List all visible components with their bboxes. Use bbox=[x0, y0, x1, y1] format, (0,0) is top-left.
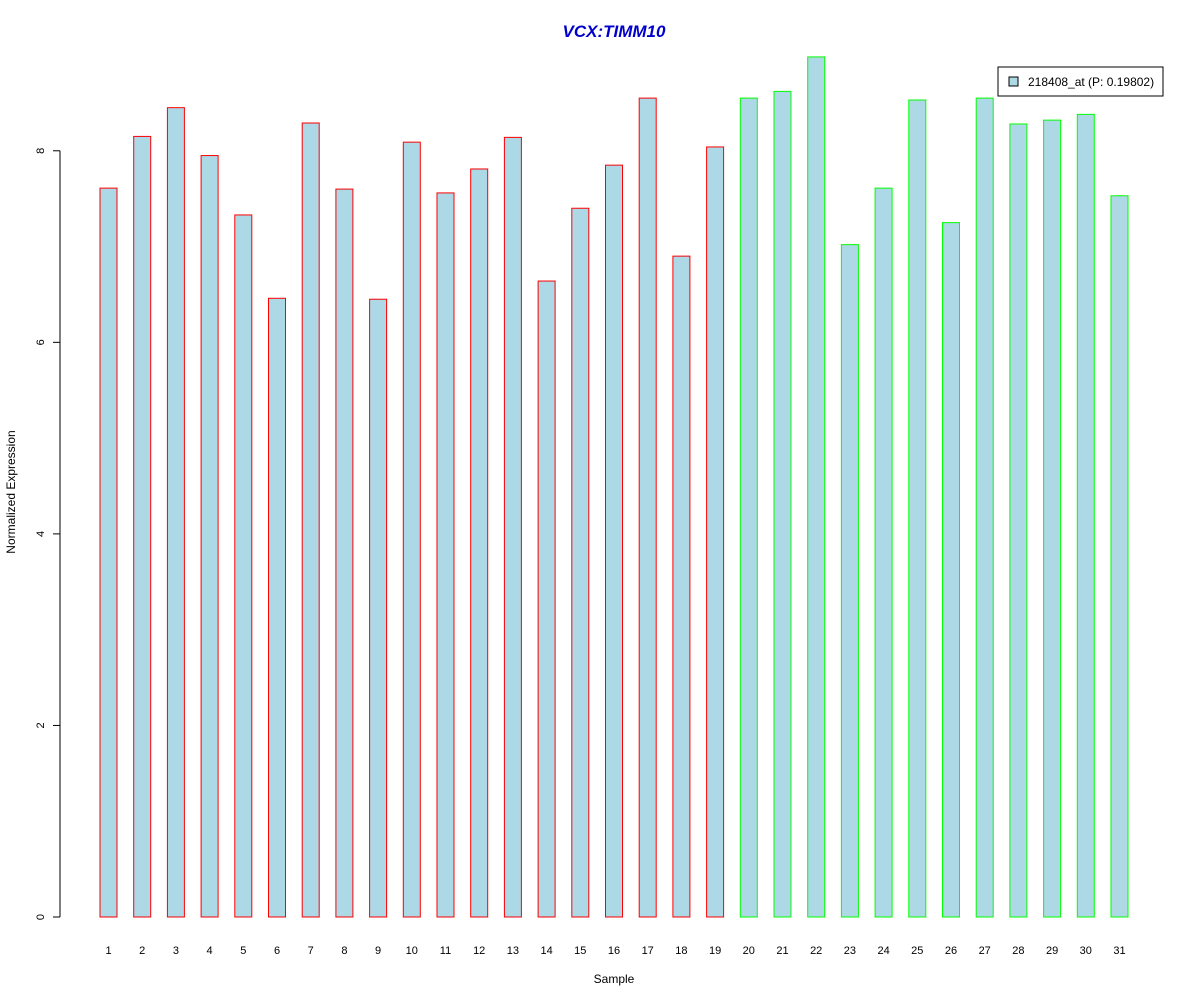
bar-sample-20 bbox=[739, 97, 758, 918]
chart-title: VCX:TIMM10 bbox=[563, 22, 667, 41]
x-tick-label: 13 bbox=[507, 945, 519, 957]
bar-sample-3 bbox=[166, 107, 185, 918]
y-tick-label: 2 bbox=[35, 722, 47, 728]
bars bbox=[99, 56, 1129, 918]
bar-sample-9 bbox=[369, 298, 388, 918]
x-tick-label: 14 bbox=[540, 945, 552, 957]
bar-sample-16 bbox=[605, 164, 623, 918]
x-tick-label: 19 bbox=[709, 945, 721, 957]
x-tick-label: 2 bbox=[139, 945, 145, 957]
bar-sample-11 bbox=[436, 192, 455, 918]
bar-sample-10 bbox=[402, 141, 421, 918]
bar-sample-31 bbox=[1110, 195, 1129, 918]
bar-sample-15 bbox=[571, 207, 590, 918]
bar-sample-18 bbox=[672, 255, 691, 918]
bar-sample-29 bbox=[1043, 119, 1062, 918]
x-tick-label: 22 bbox=[810, 945, 822, 957]
x-tick-label: 28 bbox=[1012, 945, 1024, 957]
x-tick-label: 16 bbox=[608, 945, 620, 957]
x-tick-label: 21 bbox=[776, 945, 788, 957]
x-tick-label: 1 bbox=[105, 945, 111, 957]
x-tick-label: 26 bbox=[945, 945, 957, 957]
bar-sample-23 bbox=[840, 244, 859, 918]
x-tick-label: 30 bbox=[1080, 945, 1092, 957]
x-tick-label: 9 bbox=[375, 945, 381, 957]
y-tick-label: 6 bbox=[35, 339, 47, 345]
bar-sample-4 bbox=[200, 155, 219, 918]
bar-sample-12 bbox=[470, 168, 489, 918]
y-tick-label: 8 bbox=[35, 148, 47, 154]
bar-sample-14 bbox=[537, 280, 556, 918]
x-tick-label: 24 bbox=[877, 945, 889, 957]
bar-sample-7 bbox=[301, 122, 320, 918]
bar-sample-26 bbox=[942, 222, 960, 918]
x-tick-label: 5 bbox=[240, 945, 246, 957]
legend-label: 218408_at (P: 0.19802) bbox=[1028, 75, 1154, 89]
legend-box bbox=[997, 66, 1164, 97]
y-axis: 0 2 4 6 8 bbox=[35, 148, 61, 920]
x-tick-label: 8 bbox=[341, 945, 347, 957]
y-tick-label: 4 bbox=[35, 531, 47, 537]
x-tick-label: 18 bbox=[675, 945, 687, 957]
x-tick-label: 29 bbox=[1046, 945, 1058, 957]
bar-sample-2 bbox=[133, 135, 152, 918]
bar-sample-5 bbox=[234, 214, 253, 918]
bar-sample-19 bbox=[706, 146, 725, 918]
bar-sample-8 bbox=[335, 188, 354, 918]
x-tick-label: 20 bbox=[743, 945, 755, 957]
bar-sample-30 bbox=[1076, 113, 1095, 918]
x-tick-label: 27 bbox=[979, 945, 991, 957]
x-tick-label: 23 bbox=[844, 945, 856, 957]
bar-sample-22 bbox=[807, 56, 826, 918]
bar-sample-27 bbox=[975, 97, 994, 918]
x-tick-label: 3 bbox=[173, 945, 179, 957]
bar-sample-13 bbox=[503, 136, 522, 918]
legend-swatch bbox=[1008, 76, 1019, 87]
bar-sample-28 bbox=[1009, 123, 1028, 918]
bar-sample-25 bbox=[908, 99, 927, 918]
bar-sample-21 bbox=[773, 90, 792, 918]
bar-sample-24 bbox=[874, 187, 893, 918]
y-tick-label: 0 bbox=[35, 914, 47, 920]
y-axis-title: Normalized Expression bbox=[4, 430, 18, 553]
x-tick-label: 12 bbox=[473, 945, 485, 957]
x-axis-title: Sample bbox=[594, 972, 635, 986]
x-tick-label: 15 bbox=[574, 945, 586, 957]
bar-sample-1 bbox=[99, 187, 118, 918]
x-tick-label: 11 bbox=[440, 945, 451, 957]
x-axis: 1 2 3 4 5 6 7 8 9 10 11 12 13 14 15 16 17 18 19 20 21 22 23 24 2… bbox=[105, 945, 1125, 957]
bar-sample-6 bbox=[268, 297, 286, 918]
x-tick-label: 25 bbox=[911, 945, 923, 957]
x-tick-label: 31 bbox=[1113, 945, 1125, 957]
legend: 218408_at (P: 0.19802) bbox=[997, 66, 1164, 97]
bar-sample-17 bbox=[638, 97, 657, 918]
x-tick-label: 6 bbox=[274, 945, 280, 957]
x-tick-label: 17 bbox=[642, 945, 654, 957]
x-tick-label: 4 bbox=[207, 945, 213, 957]
x-tick-label: 10 bbox=[406, 945, 418, 957]
x-tick-label: 7 bbox=[308, 945, 314, 957]
